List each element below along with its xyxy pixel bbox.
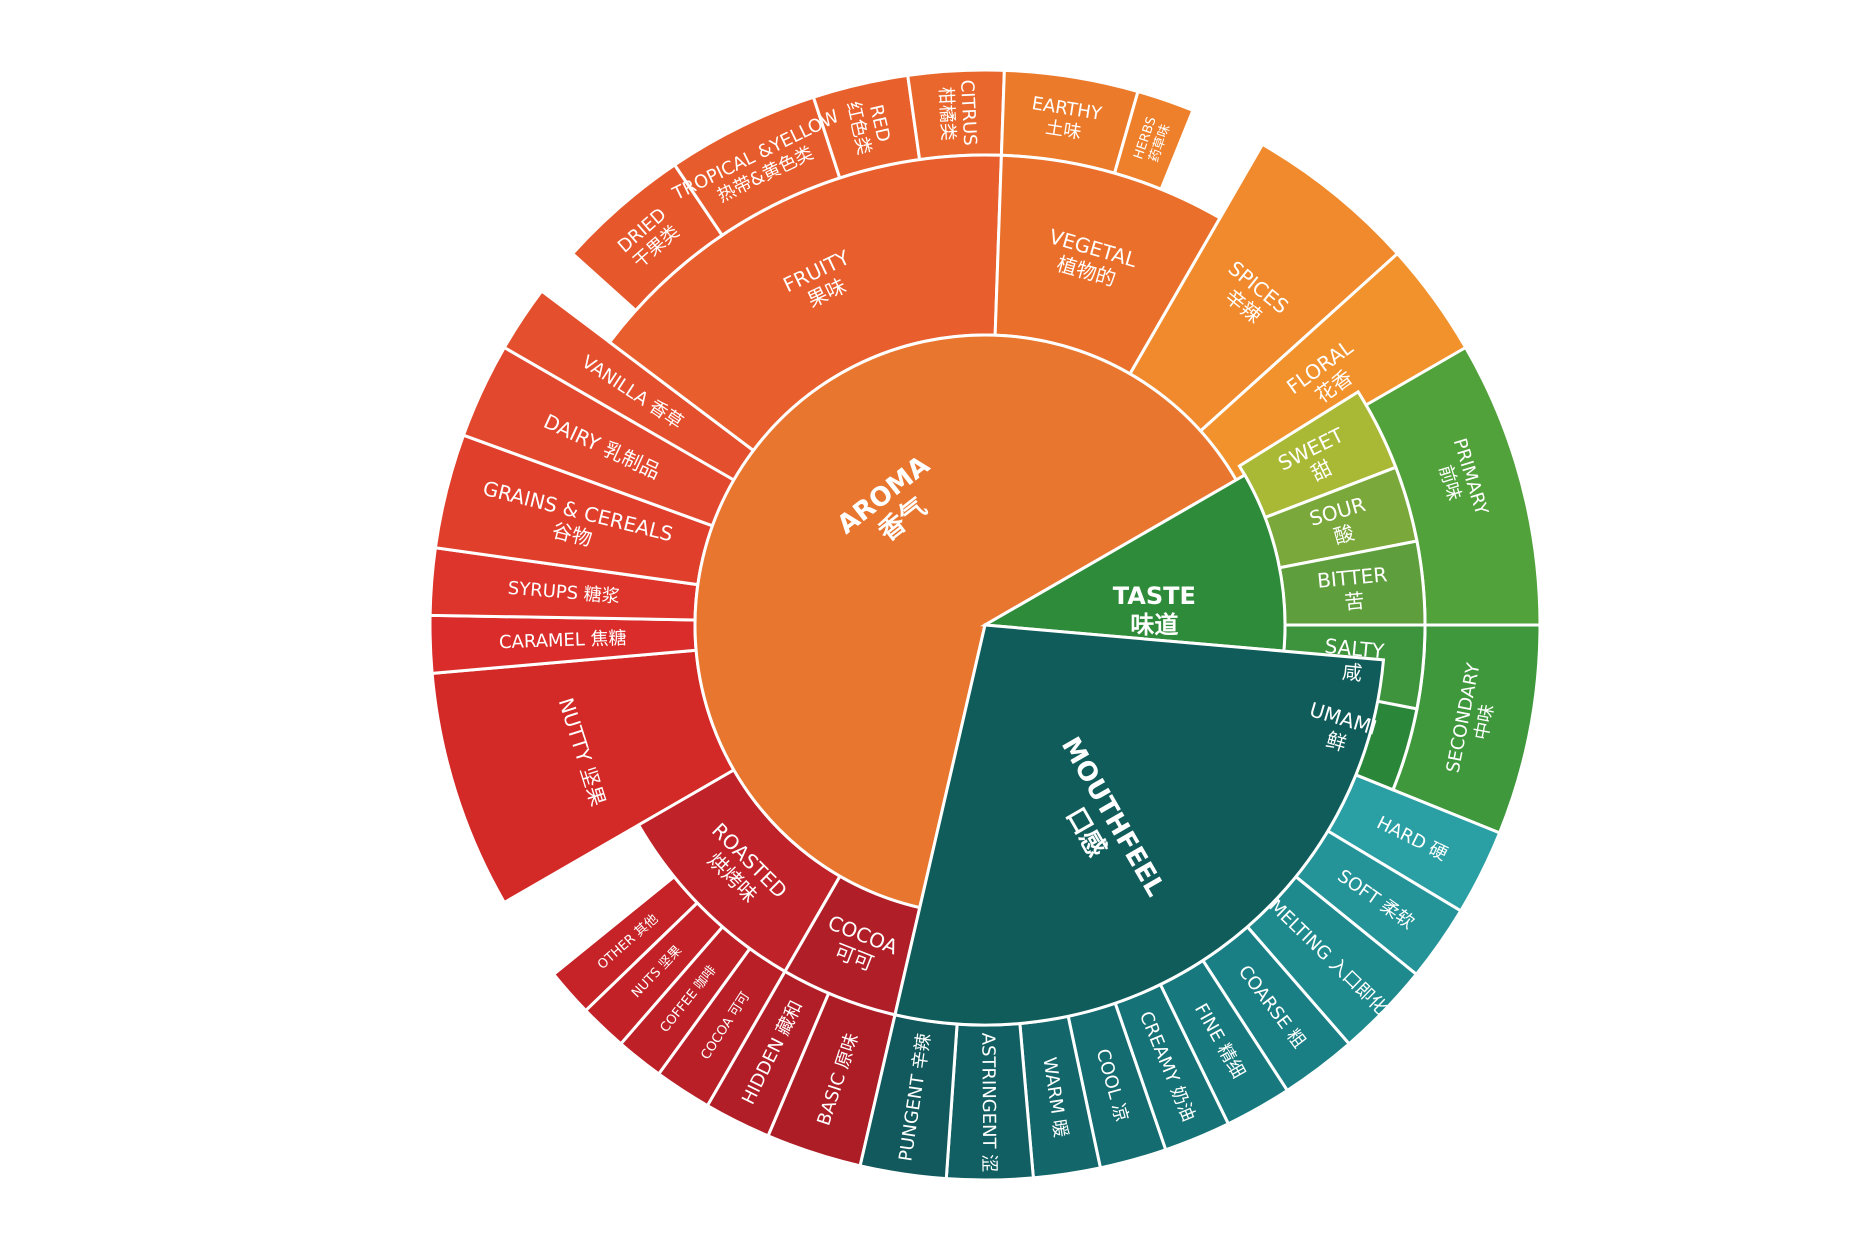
label-bitter: BITTER苦 bbox=[1316, 562, 1391, 617]
label-sour: SOUR酸 bbox=[1307, 492, 1375, 554]
segment-taste bbox=[980, 472, 1287, 653]
label-citrus: CITRUS柑橘类 bbox=[934, 79, 980, 147]
core-ring bbox=[693, 333, 1386, 1027]
label-caramel: CARAMEL 焦糖 bbox=[499, 628, 627, 653]
label-taste: TASTE 味道 bbox=[1113, 582, 1196, 639]
label-astringent: ASTRINGENT 涩 bbox=[977, 1033, 999, 1173]
outer-ring bbox=[551, 68, 1542, 1182]
segment-mouthfeel bbox=[893, 623, 1386, 1027]
label-salty: SALTY咸 bbox=[1321, 634, 1386, 688]
wheel-rim bbox=[427, 67, 1543, 1183]
segment-aroma bbox=[693, 333, 1239, 910]
